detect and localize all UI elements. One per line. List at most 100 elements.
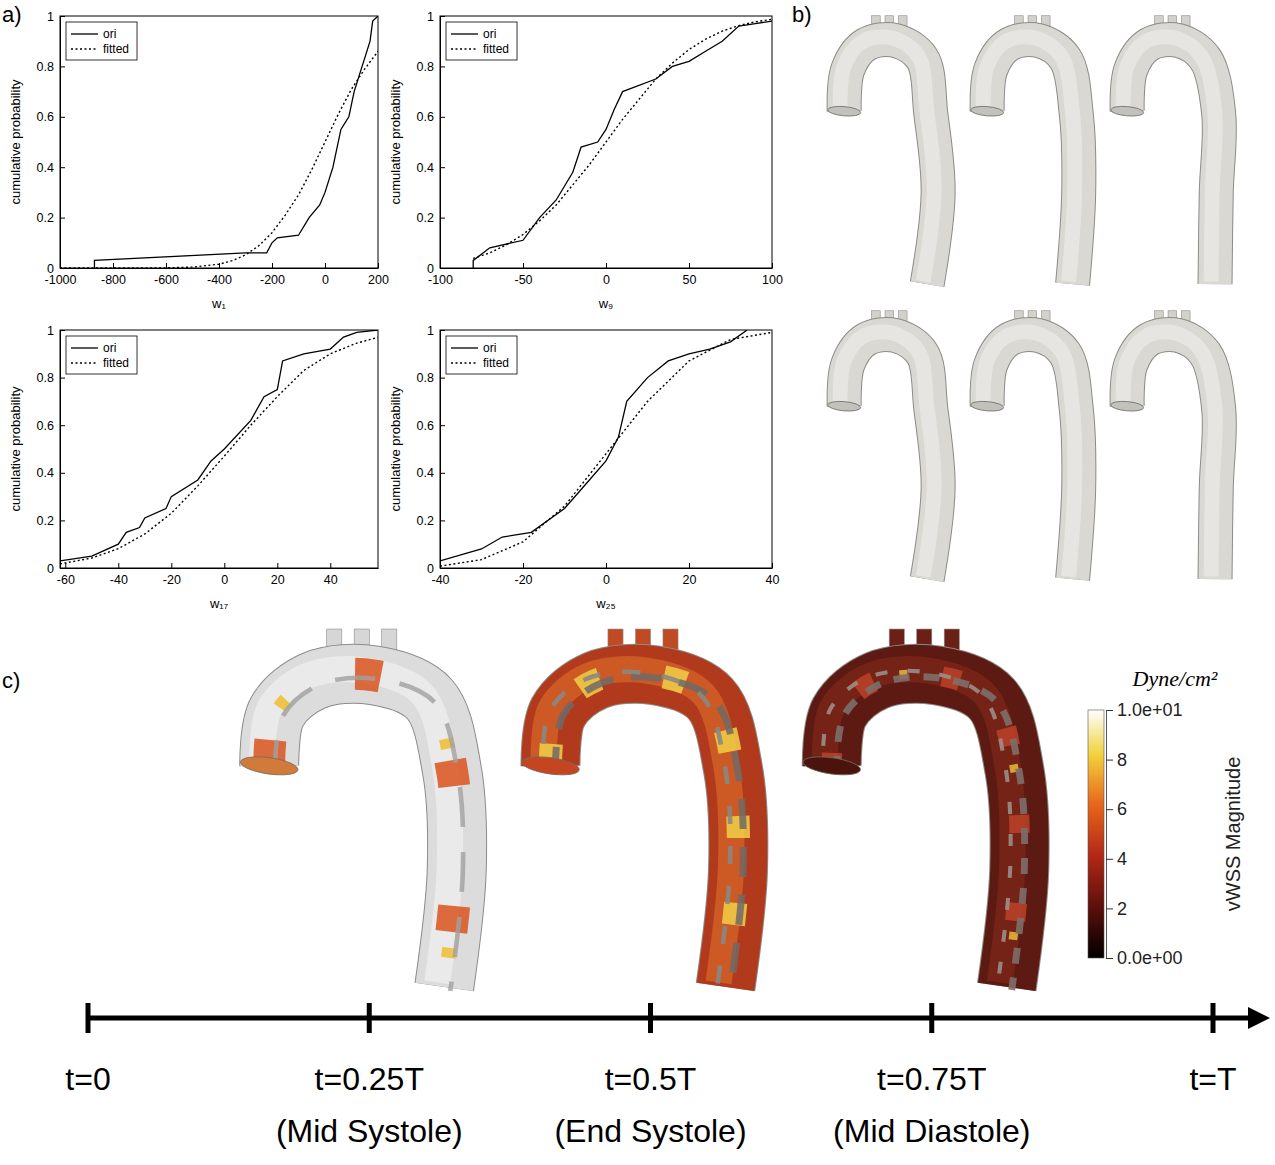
y-axis-title: cumulative probability (388, 386, 403, 512)
colorbar-tick: 1.0e+01 (1106, 700, 1183, 720)
y-tick-mark (440, 66, 445, 67)
cdf-line (473, 19, 772, 258)
aorta-overlay (832, 674, 1020, 987)
y-tick-mark (60, 117, 65, 118)
y-tick: 0.8 (417, 60, 445, 74)
legend-swatch (451, 362, 478, 363)
panel-label: b) (792, 2, 812, 27)
y-tick-mark (440, 520, 445, 521)
colorbar-tick-mark (1106, 908, 1113, 909)
y-tick-label: 1 (427, 324, 434, 338)
x-tick: -20 (163, 563, 181, 587)
y-tick-label: 0 (427, 562, 434, 576)
colorbar-tick-mark (1106, 710, 1113, 711)
colorbar-label: vWSS Magnitude (1222, 757, 1244, 912)
aorta-inlet (970, 400, 1004, 412)
aorta-inlet (827, 400, 861, 412)
y-tick-label: 0 (47, 262, 54, 276)
y-tick-mark (440, 218, 445, 219)
y-axis: 00.20.40.60.81 (37, 324, 65, 576)
x-tick-mark (277, 563, 278, 568)
x-tick-mark (772, 263, 773, 268)
legend-swatch (451, 33, 478, 34)
x-tick: 0 (603, 563, 610, 587)
x-tick: -200 (260, 263, 285, 287)
y-axis-title: cumulative probability (8, 79, 23, 205)
legend: orifitted (66, 22, 137, 60)
timeline-tick (86, 1003, 91, 1033)
y-tick-mark (60, 425, 65, 426)
x-tick: 0 (603, 263, 610, 287)
colorbar-tick-label: 8 (1117, 750, 1127, 770)
aorta-overlay (555, 677, 743, 990)
x-tick-label: -50 (514, 273, 532, 287)
aorta-overlay (837, 677, 1025, 990)
legend: orifitted (66, 336, 137, 374)
cdf-line (60, 51, 378, 268)
x-tick: 0 (322, 263, 329, 287)
series-group (60, 330, 378, 564)
timeline-phase: (Mid Diastole) (833, 1113, 1030, 1149)
colorbar-tick: 8 (1106, 750, 1127, 770)
y-tick-label: 0.8 (37, 371, 54, 385)
x-axis-line (441, 268, 773, 269)
x-tick: 0 (221, 563, 228, 587)
y-tick: 1 (47, 324, 65, 338)
y-axis-line (60, 17, 61, 269)
y-tick-label: 0.2 (37, 514, 54, 528)
x-tick: 20 (271, 563, 285, 587)
x-tick-label: 20 (683, 573, 697, 587)
x-tick-label: 0 (221, 573, 228, 587)
y-tick: 0.4 (37, 161, 65, 175)
cdf-line (440, 332, 772, 566)
y-tick-mark (60, 268, 65, 269)
legend: orifitted (446, 336, 517, 374)
y-tick-mark (440, 330, 445, 331)
aorta-overlay (542, 672, 730, 985)
y-tick: 1 (427, 324, 445, 338)
x-tick: -600 (154, 263, 179, 287)
y-tick: 0.6 (417, 110, 445, 124)
cdf-chart: -60-40-200204000.20.40.60.81w₁₇cumulativ… (8, 324, 379, 612)
x-tick-mark (118, 563, 119, 568)
y-tick-label: 0.4 (417, 466, 434, 480)
x-tick-mark (224, 563, 225, 568)
x-tick: 20 (683, 563, 697, 587)
x-axis-line (61, 568, 379, 569)
aorta-shade (1123, 37, 1215, 282)
aorta-model (239, 629, 463, 991)
x-tick: 100 (762, 263, 783, 287)
y-tick-label: 0.2 (37, 211, 54, 225)
x-axis: -40-2002040 (431, 563, 779, 587)
y-tick: 0.6 (417, 419, 445, 433)
aorta-inlet (827, 105, 861, 117)
y-axis-title: cumulative probability (8, 386, 23, 512)
aorta-inlet (521, 754, 581, 778)
y-tick: 0.8 (37, 60, 65, 74)
x-tick-mark (325, 263, 326, 268)
panel-label: c) (2, 668, 20, 693)
legend-box (66, 22, 137, 60)
legend-label: fitted (483, 356, 509, 370)
x-tick: 50 (683, 263, 697, 287)
y-axis: 00.20.40.60.81 (37, 10, 65, 276)
y-tick-label: 1 (427, 10, 434, 24)
x-tick-mark (378, 263, 379, 268)
timeline-label: t=0.5T (605, 1061, 697, 1097)
cdf-chart: -1000-800-600-400-200020000.20.40.60.81w… (8, 10, 389, 312)
y-axis-line (440, 331, 441, 569)
x-axis: -60-40-2002040 (57, 563, 379, 587)
x-tick-label: 40 (324, 573, 338, 587)
timeline-label: t=0 (65, 1061, 110, 1097)
y-tick: 0.6 (37, 110, 65, 124)
aorta-shade (983, 37, 1075, 282)
x-tick-mark (330, 563, 331, 568)
series-group (60, 16, 378, 268)
y-tick-label: 0.6 (417, 110, 434, 124)
colorbar-tick-label: 1.0e+01 (1117, 700, 1183, 720)
aorta-inlet (239, 754, 299, 778)
aorta-model (1110, 16, 1219, 284)
y-tick: 0.8 (417, 371, 445, 385)
y-tick-mark (60, 16, 65, 17)
legend-label: ori (103, 27, 116, 41)
